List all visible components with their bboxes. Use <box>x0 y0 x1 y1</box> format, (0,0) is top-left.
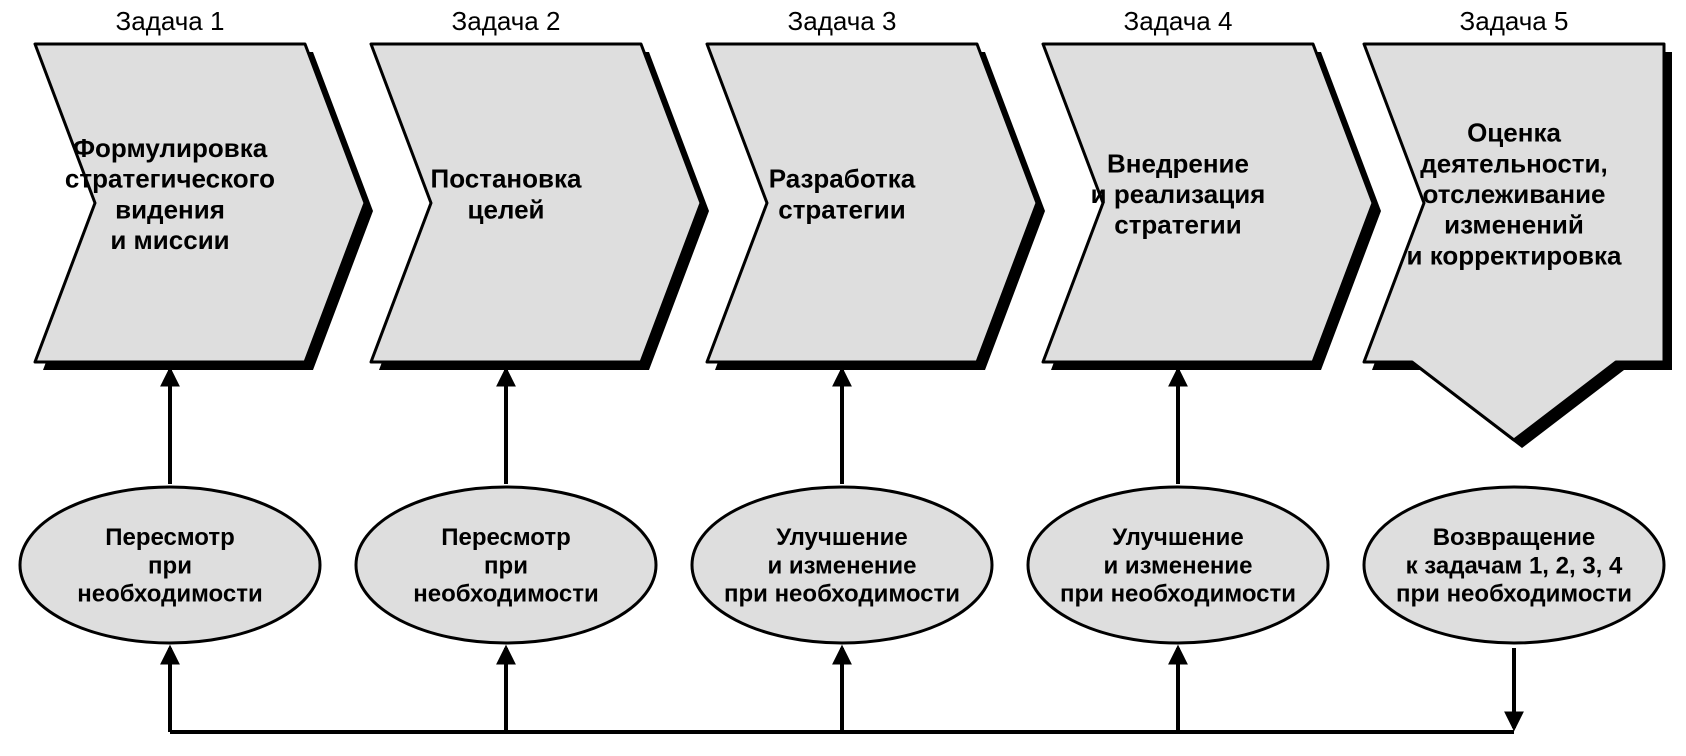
task-block-text-4: Внедрениеи реализациястратегии <box>1091 148 1266 239</box>
task-title-4: Задача 4 <box>1124 6 1233 36</box>
task-title-1: Задача 1 <box>116 6 225 36</box>
task-title-2: Задача 2 <box>452 6 561 36</box>
task-title-3: Задача 3 <box>788 6 897 36</box>
task-block-text-3: Разработкастратегии <box>769 164 916 225</box>
task-title-5: Задача 5 <box>1460 6 1569 36</box>
